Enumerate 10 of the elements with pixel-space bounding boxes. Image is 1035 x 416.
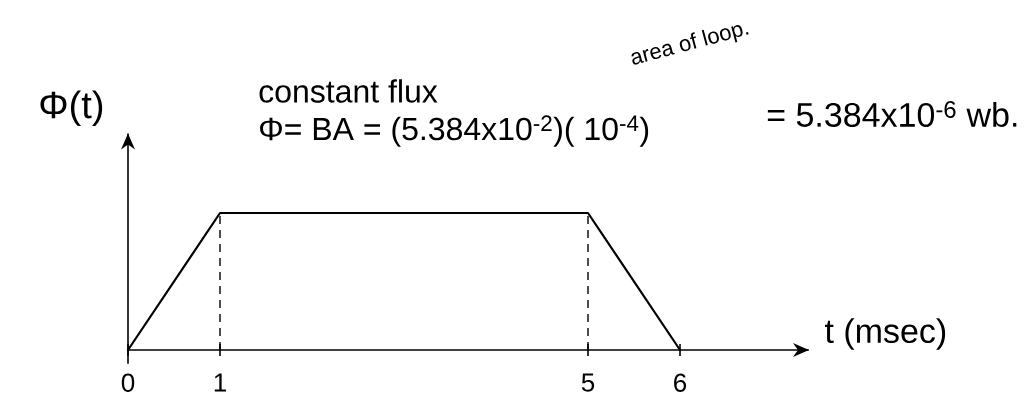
x-tick-label: 6: [674, 373, 687, 392]
x-axis-title: t (msec): [824, 318, 946, 350]
text: constant flux: [259, 79, 438, 103]
text: area of loop.: [631, 25, 749, 65]
text: Φ= BA = (5.384x10$^{-2}$)( 10$^{-4}$): [260, 115, 649, 147]
text: = 5.384x10$^{-6}$ wb.: [767, 101, 1017, 127]
y-axis-title: Φ(t): [40, 90, 103, 126]
x-tick-label: 1: [214, 373, 226, 392]
x-tick-label: 5: [581, 373, 595, 392]
x-tick-label: 0: [121, 373, 135, 392]
